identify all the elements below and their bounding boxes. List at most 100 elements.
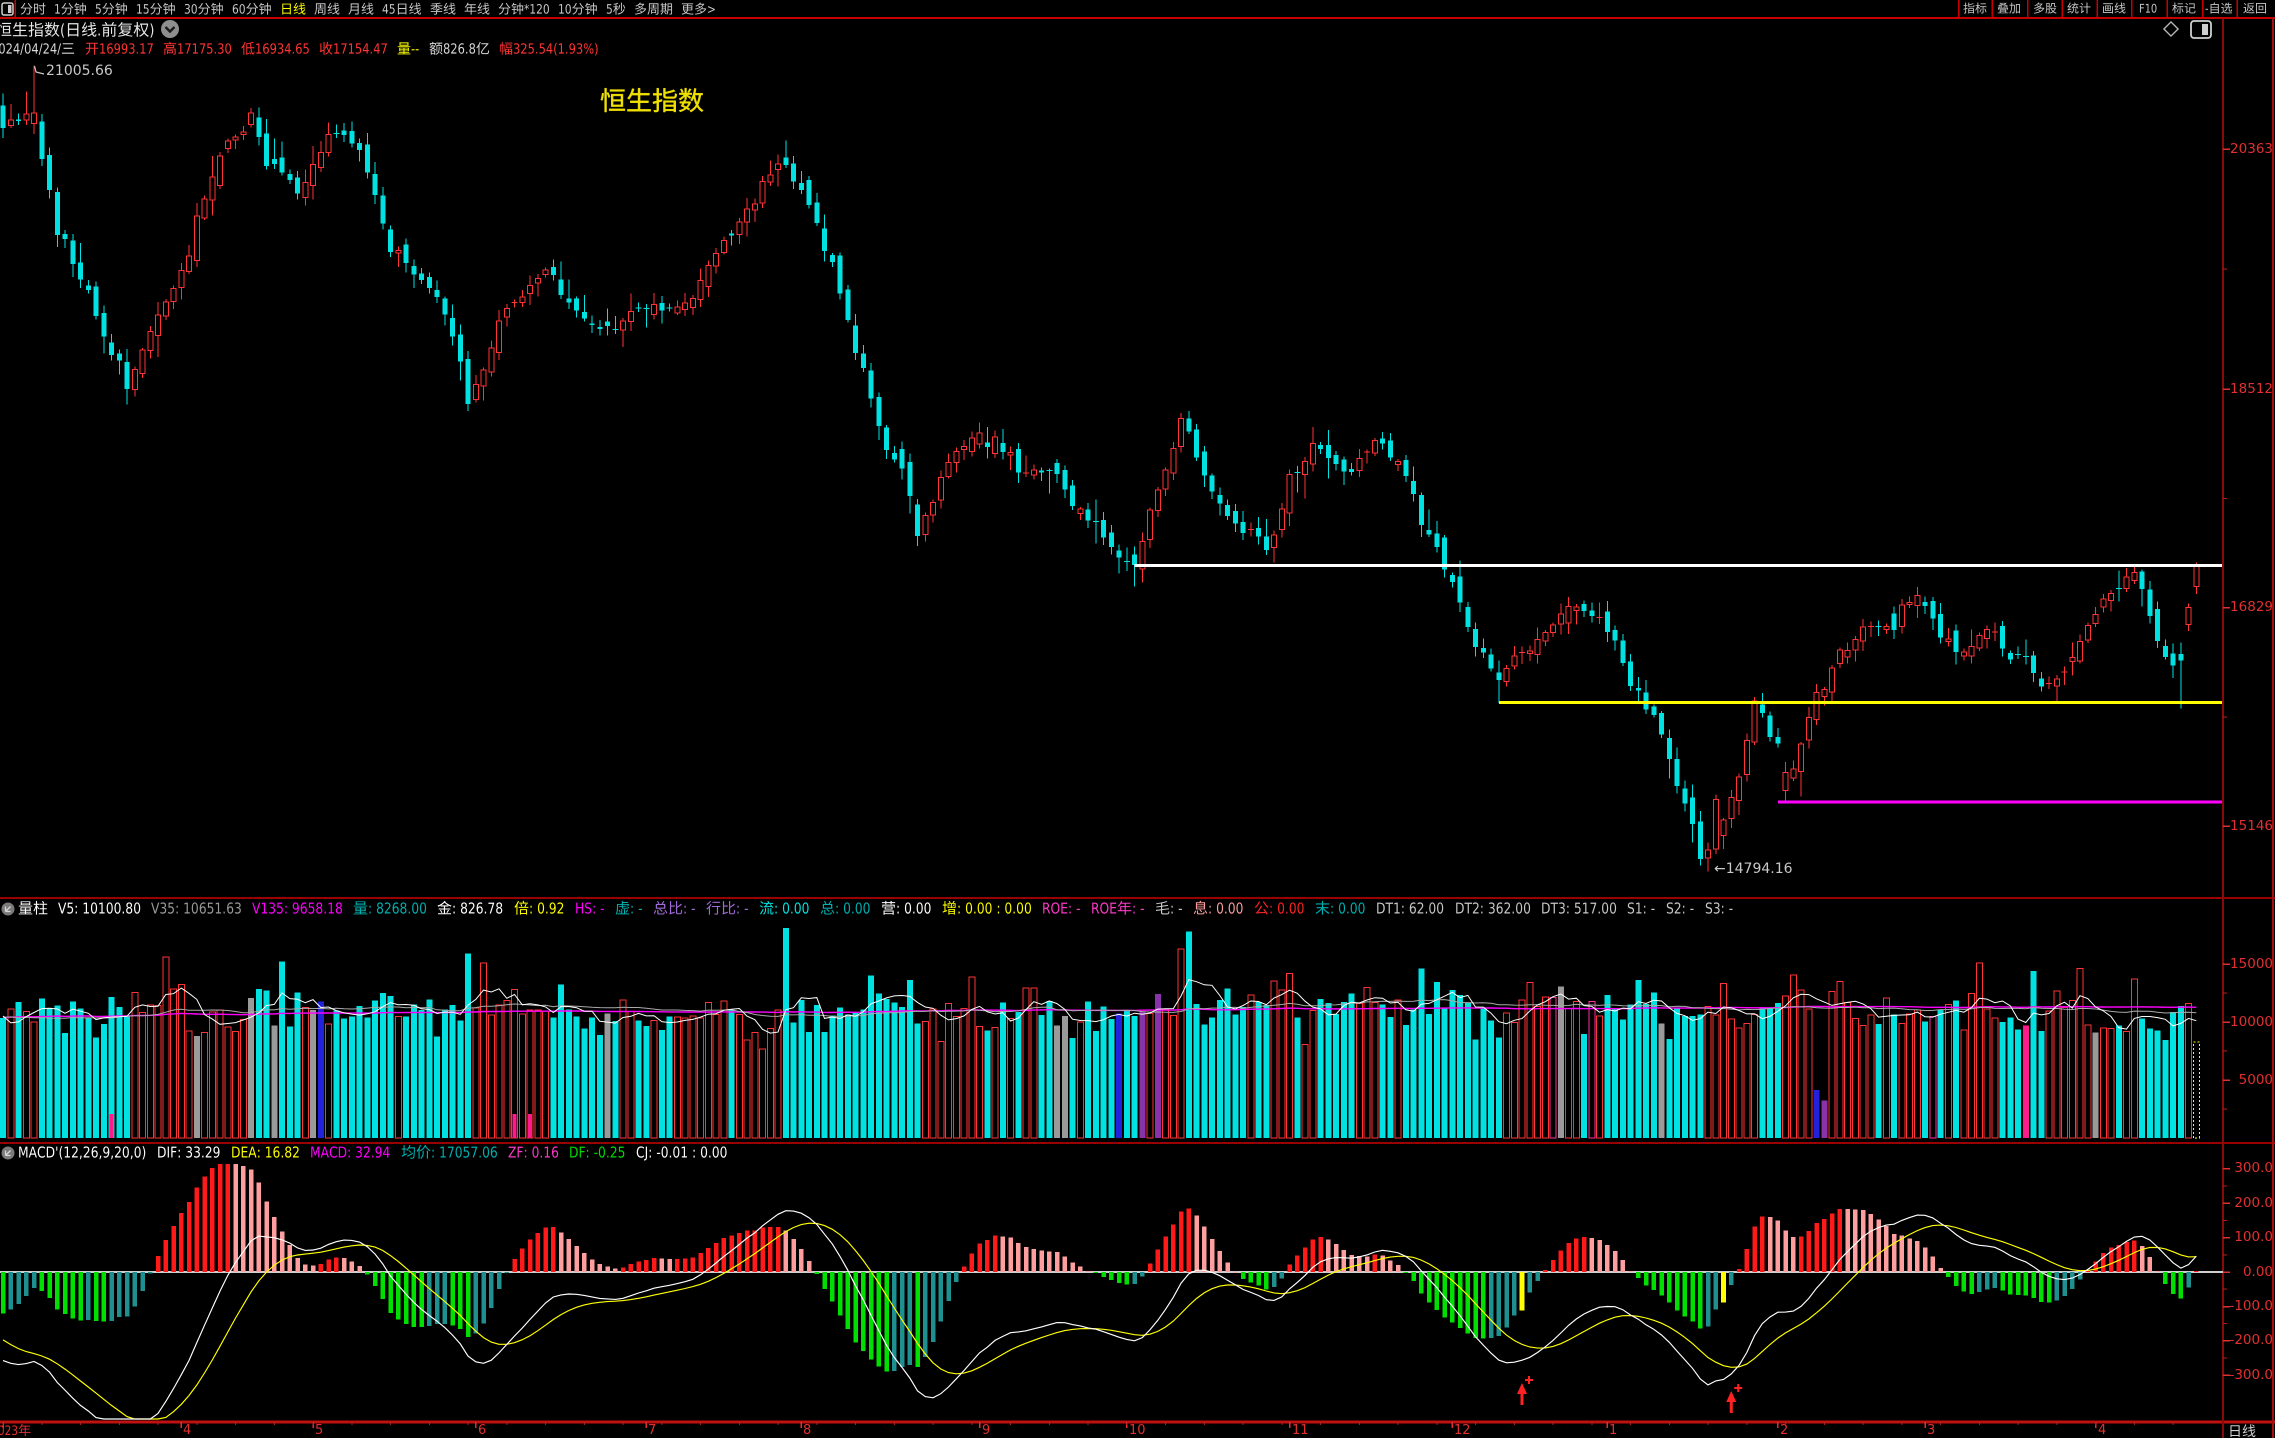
volume-header-field-19: [1254, 899, 1306, 919]
macd-dif-line: [2, 1210, 2197, 1420]
toolbar-button-7[interactable]: [2203, 1, 2238, 17]
macd-header-field-6: [569, 1143, 627, 1163]
quote-field-1: [85, 40, 155, 59]
quote-field-0: [0, 40, 77, 59]
macd-header-field-3: [310, 1143, 392, 1163]
volume-header-field-6: [514, 899, 566, 919]
volume-header-field-5: [437, 899, 505, 919]
volume-header-field-0: [18, 899, 49, 919]
volume-header-field-8: [615, 899, 644, 919]
period-tab-1[interactable]: [54, 1, 88, 18]
volume-header-field-25: [1666, 899, 1696, 919]
quote-field-5: [397, 40, 421, 59]
chevron-down-icon-glyph: [164, 26, 176, 34]
volume-header-field-1: [58, 899, 142, 919]
volume-header-field-24: [1627, 899, 1657, 919]
volume-header-field-12: [820, 899, 872, 919]
volume-header-field-11: [759, 899, 811, 919]
pane-expand-icon-glyph: [4, 1150, 11, 1157]
chevron-down-icon[interactable]: [161, 20, 179, 38]
volume-header-field-23: [1541, 899, 1618, 919]
volume-header-field-18: [1193, 899, 1245, 919]
period-tab-8[interactable]: [348, 1, 375, 18]
volume-header-field-16: [1091, 899, 1146, 919]
quote-field-4: [319, 40, 389, 59]
period-tab-16[interactable]: [681, 1, 717, 18]
axis-ticks: [2, 148, 2230, 1428]
volume-header-field-22: [1455, 899, 1532, 919]
macd-header-field-5: [508, 1143, 560, 1163]
period-tab-6[interactable]: [280, 1, 307, 18]
period-tab-15[interactable]: [634, 1, 674, 18]
volume-header-field-10: [706, 899, 750, 919]
layout-panel-icon-fill: [8, 5, 12, 13]
period-tab-0[interactable]: [20, 1, 47, 18]
quote-bar: [0, 40, 600, 59]
volume-header-field-7: [575, 899, 606, 919]
period-tab-12[interactable]: [498, 1, 551, 18]
watermark-text: [600, 87, 704, 113]
volume-header-field-9: [653, 899, 697, 919]
panel-toggle-icon-fill: [2202, 24, 2208, 35]
macd-header-field-7: [636, 1143, 729, 1163]
period-toolbar: [20, 1, 717, 17]
period-tab-9[interactable]: [382, 1, 423, 18]
period-tab-4[interactable]: [184, 1, 225, 18]
panel-toggle-icon[interactable]: [2190, 20, 2212, 39]
candlestick-series: [0, 65, 2200, 872]
instrument-title: [0, 20, 156, 41]
volume-header-field-13: [881, 899, 933, 919]
quote-field-6: [429, 40, 491, 59]
layout-panel-icon[interactable]: [1, 2, 14, 16]
volume-header-field-3: [252, 899, 344, 919]
volume-header-field-4: [353, 899, 428, 919]
volume-header-field-20: [1315, 899, 1367, 919]
time-axis-year-label: [0, 1424, 31, 1437]
pane-expand-icon-glyph: [4, 906, 11, 913]
period-tab-11[interactable]: [464, 1, 491, 18]
macd-header-field-0: [18, 1143, 148, 1163]
toolbar-button-0[interactable]: [1959, 1, 1993, 17]
period-tab-14[interactable]: [606, 1, 627, 18]
volume-pane-header: [18, 900, 1735, 918]
diamond-icon[interactable]: [2162, 20, 2180, 38]
toolbar-button-8[interactable]: [2237, 1, 2274, 17]
period-tab-2[interactable]: [95, 1, 129, 18]
toolbar-button-4[interactable]: [2097, 1, 2132, 17]
macd-header-field-1: [157, 1143, 222, 1163]
buy-signal-arrow: [1517, 1376, 1533, 1405]
period-tab-10[interactable]: [430, 1, 457, 18]
high-annotation-arrow: [33, 65, 45, 75]
title-bar: [0, 19, 156, 41]
volume-ma35-line: [2, 999, 2197, 1019]
volume-header-field-26: [1705, 899, 1735, 919]
quote-field-7: [499, 40, 600, 59]
toolbar-button-5[interactable]: [2132, 1, 2167, 17]
period-tab-7[interactable]: [314, 1, 341, 18]
buy-signal-arrow: [1726, 1384, 1743, 1413]
macd-header-field-2: [231, 1143, 301, 1163]
toolbar-button-6[interactable]: [2167, 1, 2203, 17]
icons: [1, 2, 2212, 1160]
macd-pane-header: [18, 1144, 729, 1162]
volume-header-field-2: [151, 899, 243, 919]
period-tab-5[interactable]: [232, 1, 273, 18]
macd-dea-line: [2, 1222, 2197, 1420]
volume-ma5-line: [2, 979, 2197, 1034]
volume-header-field-21: [1376, 899, 1446, 919]
quote-field-2: [163, 40, 233, 59]
toolbar-button-1[interactable]: [1992, 1, 2028, 17]
period-tab-3[interactable]: [136, 1, 177, 18]
toolbar-button-2[interactable]: [2028, 1, 2063, 17]
period-tab-13[interactable]: [558, 1, 599, 18]
volume-series: [0, 928, 2200, 1139]
toolbar-button-3[interactable]: [2062, 1, 2097, 17]
period-label: [2230, 1424, 2256, 1438]
volume-header-field-17: [1155, 899, 1184, 919]
macd-header-field-4: [401, 1143, 499, 1163]
volume-header-field-14: [942, 899, 1033, 919]
